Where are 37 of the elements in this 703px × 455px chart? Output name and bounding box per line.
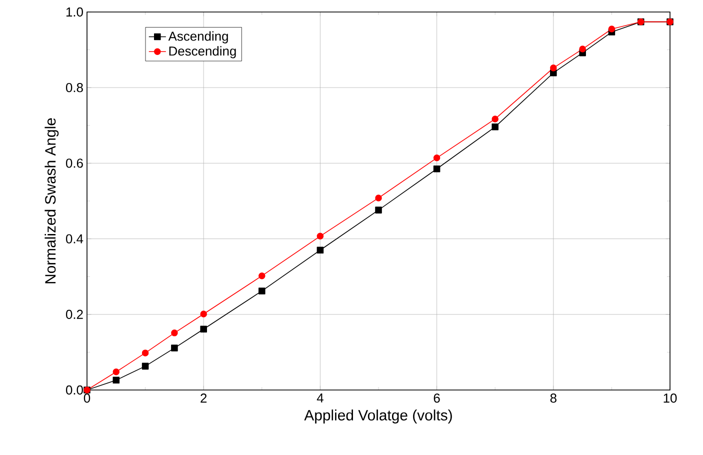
point xyxy=(112,376,120,384)
legend-label: Descending xyxy=(169,46,236,58)
point xyxy=(375,194,382,202)
point xyxy=(258,288,266,294)
point xyxy=(579,46,586,52)
x-tick-label: 8 xyxy=(550,394,556,403)
y-axis-title: Normalized Swash Angle xyxy=(44,118,59,284)
y-tick-label: 0.6 xyxy=(66,158,83,168)
point xyxy=(492,124,498,130)
point xyxy=(608,26,616,32)
legend-label: Ascending xyxy=(168,31,228,44)
y-tick-label: 0.4 xyxy=(66,234,84,244)
x-tick-label: 10 xyxy=(664,394,677,403)
point xyxy=(200,326,207,333)
point xyxy=(316,246,324,254)
point xyxy=(550,64,557,72)
x-tick-label: 2 xyxy=(200,394,207,403)
y-tick-label: 1.0 xyxy=(66,7,83,17)
point xyxy=(375,206,382,214)
x-tick-label: 4 xyxy=(316,394,324,402)
point xyxy=(112,368,120,376)
x-axis-title: Applied Volatge (volts) xyxy=(304,410,452,424)
x-tick-label: 0 xyxy=(84,394,90,403)
point xyxy=(142,350,149,356)
point xyxy=(171,330,178,336)
point xyxy=(258,272,266,280)
x-tick-label: 6 xyxy=(434,394,440,403)
point xyxy=(492,116,498,122)
point xyxy=(171,344,178,352)
point xyxy=(142,362,149,370)
y-tick-label: 0.8 xyxy=(66,83,83,92)
y-tick-label: 0.0 xyxy=(66,385,83,395)
point xyxy=(433,165,440,172)
point xyxy=(316,232,324,240)
point xyxy=(200,310,207,318)
point xyxy=(433,154,440,162)
y-tick-label: 0.2 xyxy=(66,310,83,319)
